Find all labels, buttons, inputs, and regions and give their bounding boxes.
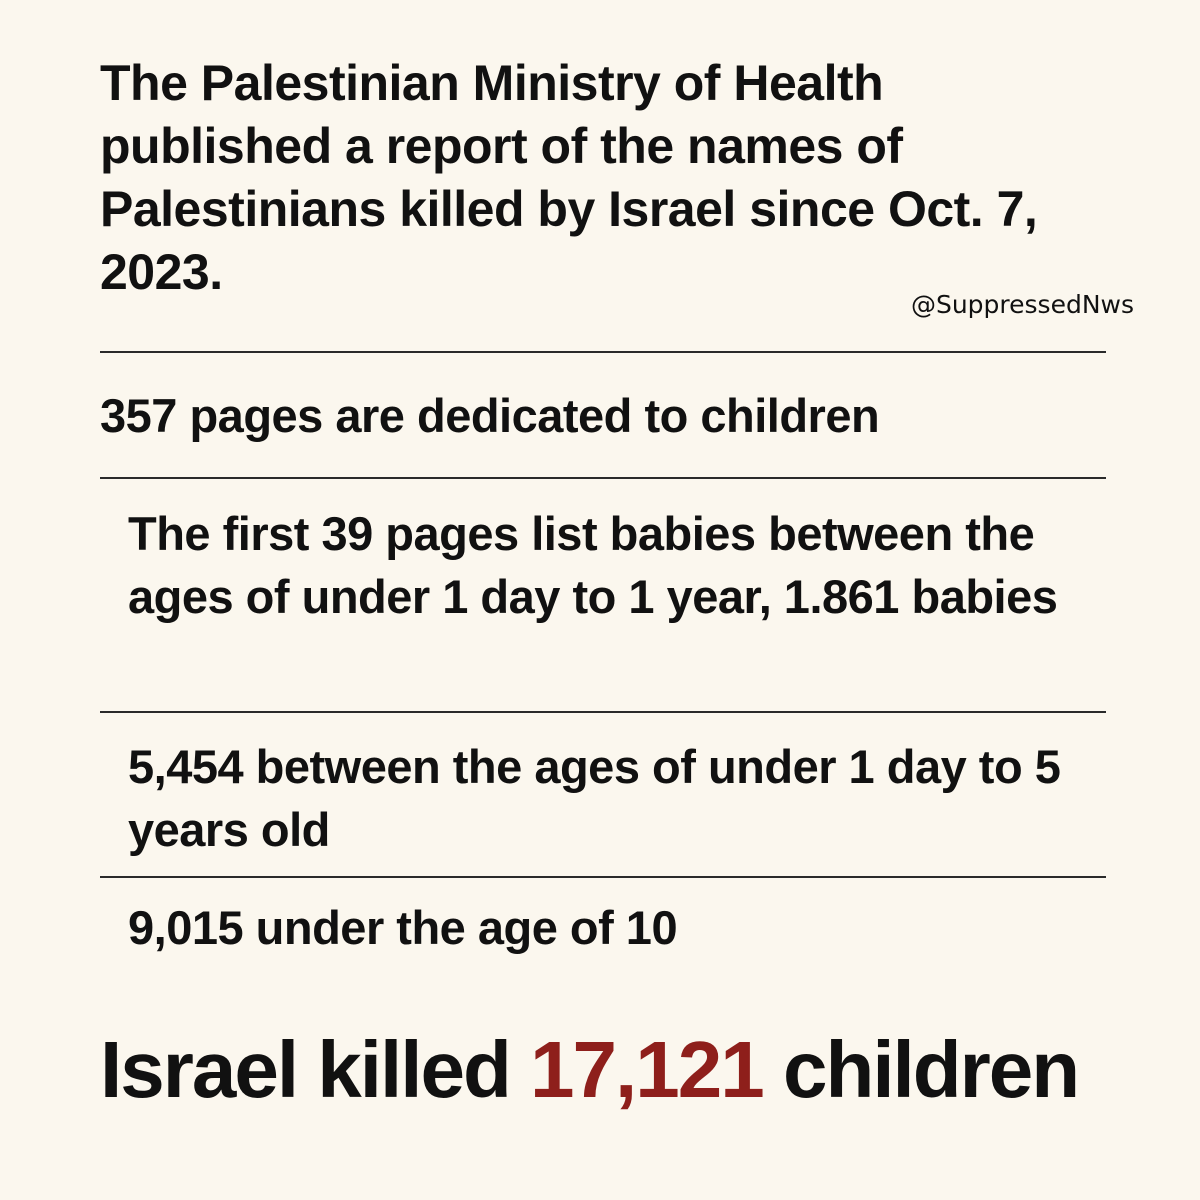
- stat-pages-children: 357 pages are dedicated to children: [100, 389, 880, 442]
- author-handle: @SuppressedNws: [910, 290, 1134, 319]
- stat-under-ten: 9,015 under the age of 10: [128, 901, 678, 954]
- conclusion: Israel killed 17,121 children: [100, 1020, 1080, 1120]
- divider: [100, 351, 1106, 353]
- headline: The Palestinian Ministry of Health publi…: [100, 55, 1038, 300]
- conclusion-tail: children: [762, 1025, 1080, 1114]
- stat-babies: The first 39 pages list babies between t…: [128, 507, 1058, 623]
- conclusion-number: 17,121: [530, 1025, 765, 1114]
- divider: [100, 876, 1106, 878]
- divider: [100, 711, 1106, 713]
- divider: [100, 477, 1106, 479]
- conclusion-lead: Israel killed: [100, 1025, 531, 1114]
- stat-under-five: 5,454 between the ages of under 1 day to…: [128, 740, 1061, 856]
